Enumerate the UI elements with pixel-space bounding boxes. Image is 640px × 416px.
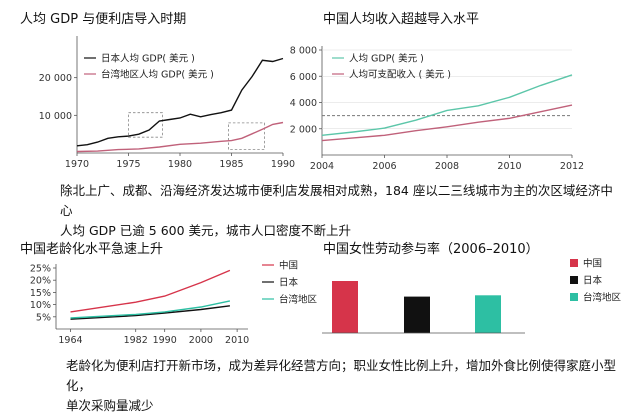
series-line-2 xyxy=(70,305,230,320)
x-tick-label: 1980 xyxy=(168,159,192,170)
y-tick-label: 10% xyxy=(30,300,51,311)
x-tick-label: 1990 xyxy=(153,335,177,346)
x-tick-label: 2000 xyxy=(189,335,213,346)
x-tick-label: 2010 xyxy=(225,335,249,346)
caption-top-line-2: 人均 GDP 已逾 5 600 美元，城市人口密度不断上升 xyxy=(60,223,352,238)
legend-swatch-1 xyxy=(570,259,578,267)
series-line-2 xyxy=(76,121,284,153)
y-tick-label: 4 000 xyxy=(290,98,317,109)
caption-top-line-1: 除北上广、成都、沿海经济发达城市便利店发展相对成熟，184 座以二三线城市为主的… xyxy=(60,183,613,218)
gdp-line-chart: 10 000 20 000 1970 1975 1980 1985 1990 日本人均 GDP… xyxy=(39,36,295,170)
y-tick-label: 20 000 xyxy=(39,73,72,84)
y-tick-label: 25% xyxy=(30,264,51,275)
series-line-1 xyxy=(70,269,231,313)
income-chart-title: 中国人均收入超越导入水平 xyxy=(323,12,480,27)
x-tick-label: 1982 xyxy=(124,335,148,346)
x-tick-label: 1990 xyxy=(271,159,295,170)
y-tick-label: 5% xyxy=(36,312,51,323)
series-line-1 xyxy=(321,74,573,136)
annotation-dashed-box xyxy=(228,122,265,151)
legend-swatch-3 xyxy=(570,293,578,301)
legend-label-1: 人均 GDP( 美元 ) xyxy=(349,53,424,65)
legend-label-2: 台湾地区人均 GDP( 美元 ) xyxy=(101,69,214,81)
bar-2 xyxy=(404,296,430,333)
legend-label-1: 日本人均 GDP( 美元 ) xyxy=(101,53,195,65)
bar-3 xyxy=(475,295,501,333)
series-line-2 xyxy=(321,104,573,142)
x-tick-label: 1964 xyxy=(58,335,82,346)
legend-swatch-2 xyxy=(570,276,578,284)
bar-1 xyxy=(332,281,358,333)
legend-label-2: 人均可支配收入 ( 美元 ) xyxy=(349,69,451,81)
legend-label-2: 日本 xyxy=(279,277,299,289)
y-tick-label: 2 000 xyxy=(290,124,317,135)
caption-bottom: 老龄化为便利店打开新市场，成为差异化经营方向；职业女性比例上升，增加外食比例使得… xyxy=(66,356,626,416)
y-tick-label: 20% xyxy=(30,276,51,287)
caption-bottom-line-2: 单次采购量减少 xyxy=(66,398,154,413)
y-tick-label: 8 000 xyxy=(290,46,317,57)
aging-line-chart: 5%10%15%20%25% 1964 1982 1990 2000 2010 中国日本台湾… xyxy=(30,260,318,347)
caption-top: 除北上广、成都、沿海经济发达城市便利店发展相对成熟，184 座以二三线城市为主的… xyxy=(60,181,620,241)
legend-label-2: 日本 xyxy=(583,275,603,287)
x-tick-label: 1970 xyxy=(65,159,89,170)
female-chart-title: 中国女性劳动参与率（2006–2010） xyxy=(323,242,539,257)
series-line-3 xyxy=(70,300,231,319)
y-tick-label: 6 000 xyxy=(290,72,317,83)
x-tick-label: 2010 xyxy=(497,161,521,172)
gdp-chart-title: 人均 GDP 与便利店导入时期 xyxy=(20,12,187,27)
x-tick-label: 2004 xyxy=(310,161,334,172)
x-tick-label: 1975 xyxy=(116,159,140,170)
x-tick-label: 2008 xyxy=(435,161,459,172)
aging-chart-title: 中国老龄化水平急速上升 xyxy=(20,242,164,257)
income-line-chart: 2 000 4 000 6 000 8 000 2004 2006 2008 2010 2012… xyxy=(290,46,584,173)
series-line-1 xyxy=(76,57,284,147)
x-tick-label: 2006 xyxy=(372,161,396,172)
legend-label-3: 台湾地区 xyxy=(279,294,318,306)
x-tick-label: 2012 xyxy=(560,161,584,172)
annotation-dashed-box xyxy=(128,112,163,138)
legend-label-1: 中国 xyxy=(583,258,602,270)
legend-label-1: 中国 xyxy=(279,260,298,272)
x-tick-label: 1985 xyxy=(219,159,243,170)
y-tick-label: 15% xyxy=(30,288,51,299)
caption-bottom-line-1: 老龄化为便利店打开新市场，成为差异化经营方向；职业女性比例上升，增加外食比例使得… xyxy=(66,358,617,393)
y-tick-label: 10 000 xyxy=(39,111,72,122)
legend-label-3: 台湾地区 xyxy=(583,292,622,304)
